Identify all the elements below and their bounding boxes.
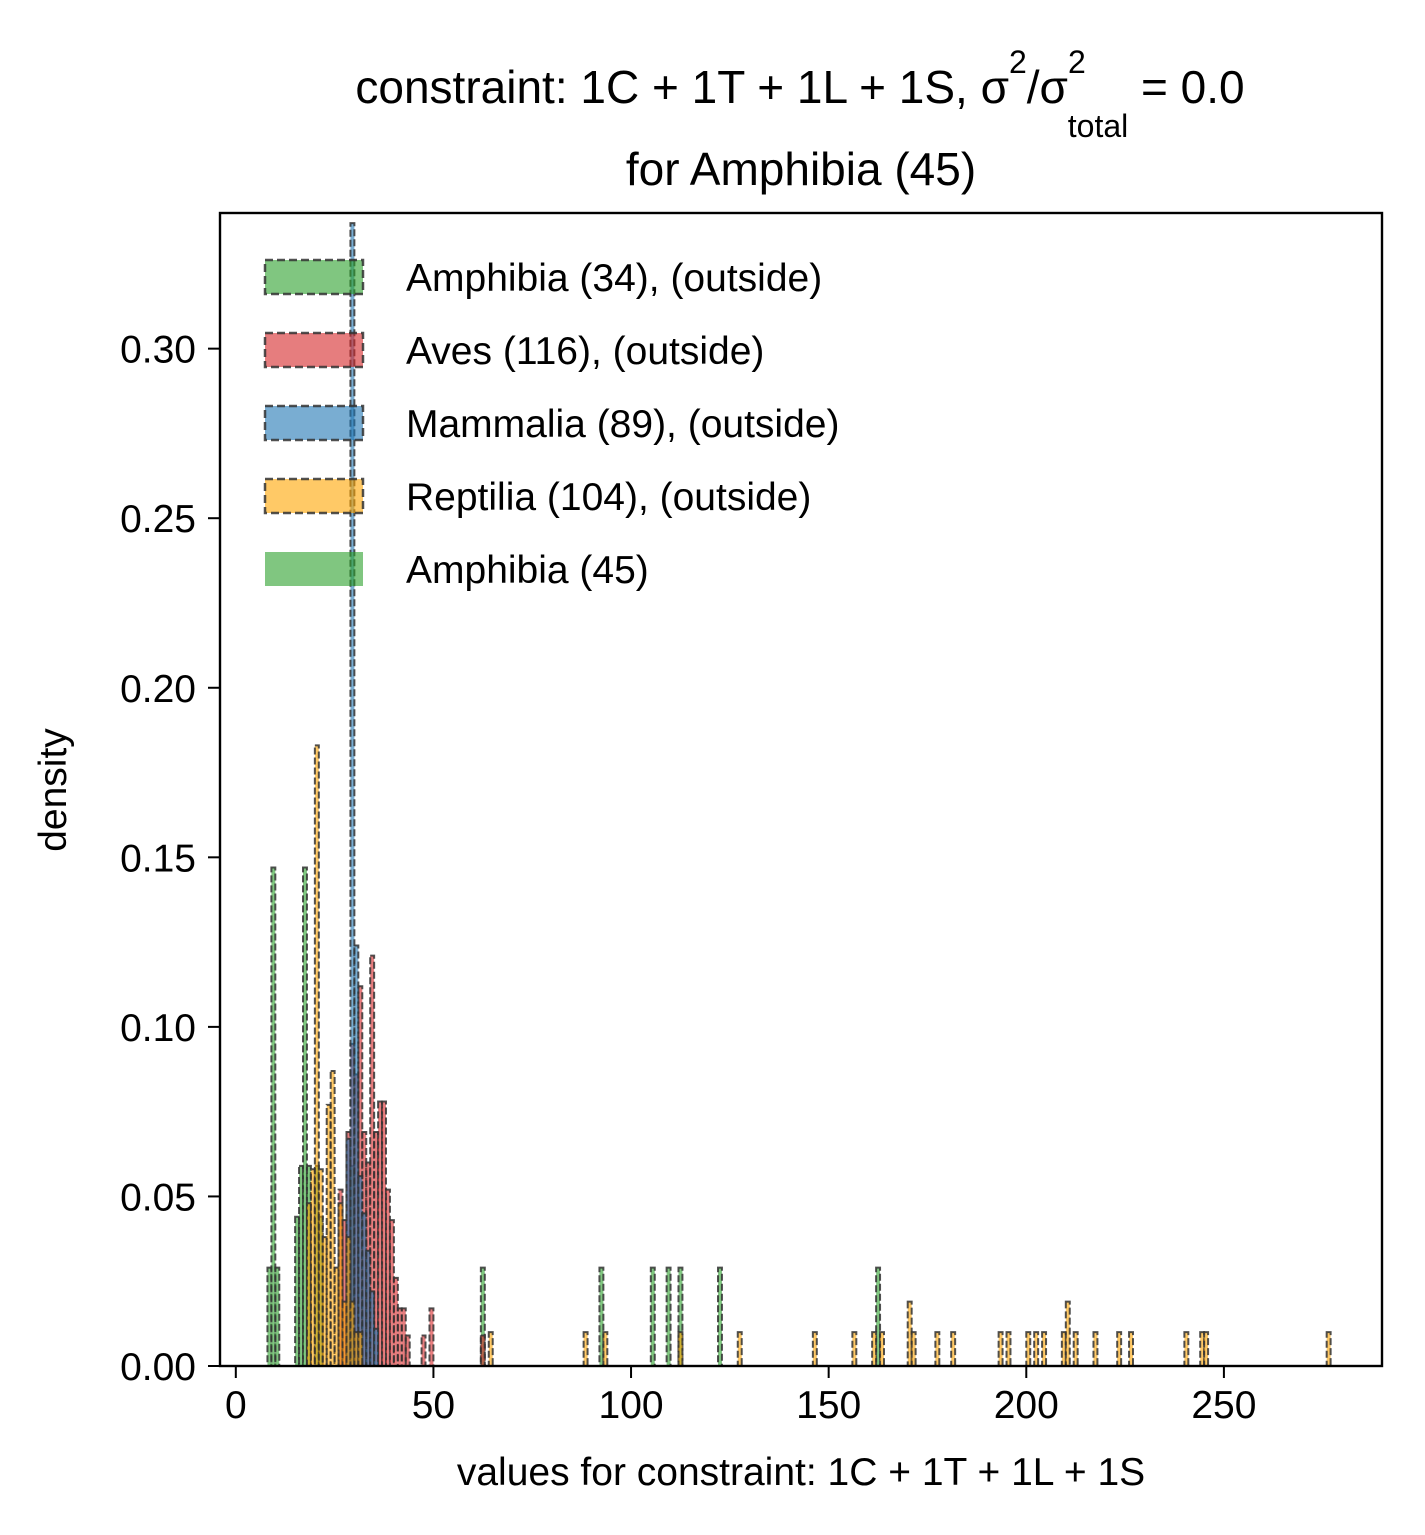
- title-main: constraint: 1C + 1T + 1L + 1S, σ: [355, 61, 1009, 113]
- y-tick-label: 0.25: [120, 498, 196, 541]
- histogram-bar: [422, 1335, 426, 1366]
- histogram-bar: [489, 1332, 493, 1366]
- legend-entry: Reptilia (104), (outside): [265, 476, 811, 519]
- histogram-bar: [1066, 1302, 1070, 1366]
- histogram-bar: [1007, 1332, 1011, 1366]
- y-tick-label: 0.10: [120, 1007, 196, 1050]
- x-tick-label: 250: [1191, 1384, 1256, 1427]
- histogram-bar: [1074, 1332, 1078, 1366]
- histogram-bar: [1093, 1332, 1097, 1366]
- histogram-bar: [872, 1332, 876, 1366]
- histogram-bar: [813, 1332, 817, 1366]
- histogram-bar: [481, 1335, 485, 1366]
- histogram-bar: [402, 1308, 406, 1366]
- legend-entry: Amphibia (34), (outside): [265, 257, 822, 300]
- histogram-bar: [394, 1278, 398, 1366]
- y-tick-label: 0.15: [120, 837, 196, 880]
- x-tick-label: 150: [796, 1384, 861, 1427]
- histogram-bar: [1034, 1332, 1038, 1366]
- histogram-bar: [852, 1332, 856, 1366]
- histogram-bar: [429, 1308, 433, 1366]
- histogram-bar: [1117, 1332, 1121, 1366]
- legend-entry: Aves (116), (outside): [265, 330, 764, 373]
- histogram-bar: [651, 1268, 655, 1366]
- histogram-bar: [1327, 1332, 1331, 1366]
- histogram-bar: [738, 1332, 742, 1366]
- title-sup-2: 2: [1068, 44, 1086, 80]
- histogram-bar: [678, 1332, 682, 1366]
- y-tick-label: 0.00: [120, 1346, 196, 1389]
- histogram-bar: [880, 1332, 884, 1366]
- legend-swatch: [265, 260, 363, 294]
- histogram-bar: [315, 745, 319, 1366]
- y-tick-label: 0.20: [120, 668, 196, 711]
- x-tick-label: 100: [599, 1384, 664, 1427]
- title-mid: /σ: [1027, 61, 1068, 113]
- title-sup-1: 2: [1009, 44, 1027, 80]
- x-tick-label: 50: [412, 1384, 455, 1427]
- histogram-bar: [406, 1335, 410, 1366]
- histogram-bar: [584, 1332, 588, 1366]
- legend-label: Aves (116), (outside): [406, 330, 764, 373]
- histogram-bar: [1042, 1332, 1046, 1366]
- legend-label: Reptilia (104), (outside): [406, 476, 811, 519]
- histogram-bar: [1129, 1332, 1133, 1366]
- histogram-bar: [999, 1332, 1003, 1366]
- legend-swatch: [265, 333, 363, 367]
- x-axis-label: values for constraint: 1C + 1T + 1L + 1S: [457, 1451, 1145, 1494]
- legend-label: Amphibia (34), (outside): [406, 257, 822, 300]
- x-tick-label: 0: [225, 1384, 247, 1427]
- y-axis-label: density: [32, 728, 75, 852]
- histogram-bar: [951, 1332, 955, 1366]
- title-end: = 0.0: [1128, 61, 1244, 113]
- legend-entry: Mammalia (89), (outside): [265, 403, 839, 446]
- legend-label: Mammalia (89), (outside): [406, 403, 839, 446]
- histogram-bar: [603, 1332, 607, 1366]
- histogram-bar: [374, 1329, 378, 1366]
- histogram-bar: [358, 1332, 362, 1366]
- histogram-bar: [1184, 1332, 1188, 1366]
- histogram-bar: [275, 1268, 279, 1366]
- histogram-bar: [912, 1332, 916, 1366]
- histogram-bar: [350, 223, 354, 1366]
- chart-title-line-2: for Amphibia (45): [626, 143, 976, 195]
- y-tick-label: 0.30: [120, 329, 196, 372]
- histogram-bar: [1204, 1332, 1208, 1366]
- histogram-bar: [935, 1332, 939, 1366]
- legend-swatch: [265, 479, 363, 513]
- histogram-bar: [718, 1268, 722, 1366]
- y-tick-label: 0.05: [120, 1176, 196, 1219]
- histogram-bar: [667, 1268, 671, 1366]
- title-sub: total: [1068, 108, 1128, 144]
- histogram-bar: [1026, 1332, 1030, 1366]
- legend-label: Amphibia (45): [406, 549, 649, 592]
- legend-swatch: [265, 406, 363, 440]
- x-tick-label: 200: [994, 1384, 1059, 1427]
- histogram-bar: [390, 1220, 394, 1366]
- legend-entry: Amphibia (45): [265, 549, 649, 592]
- legend-swatch: [265, 552, 363, 586]
